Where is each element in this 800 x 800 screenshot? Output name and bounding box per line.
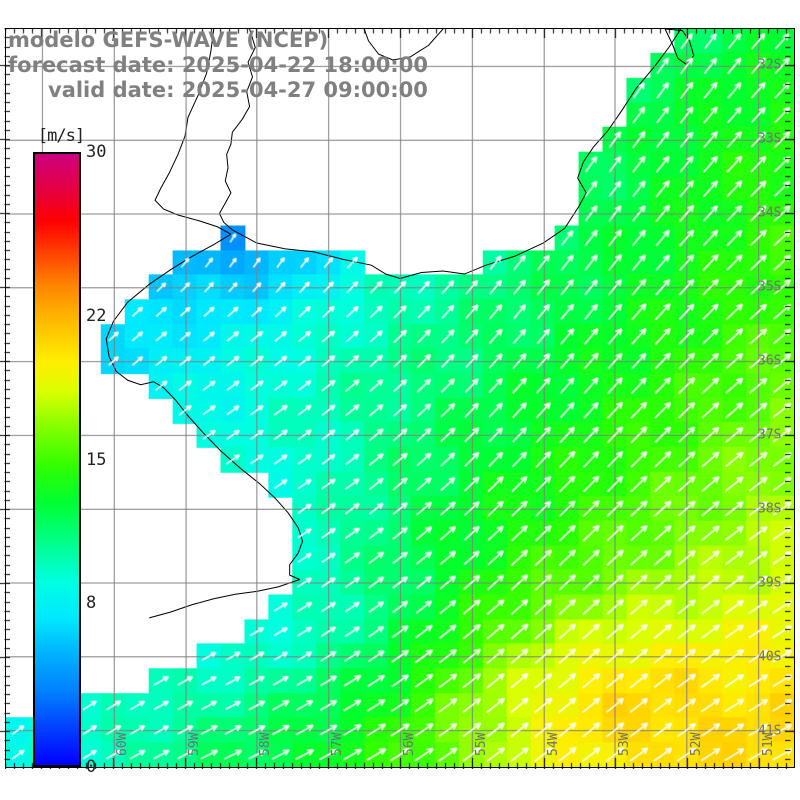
colorbar-tick-22: 22 (86, 306, 107, 326)
colorbar-unit-label: [m/s] (37, 126, 85, 146)
colorbar-tick-0: 0 (86, 757, 97, 777)
colorbar-tick-8: 8 (86, 593, 97, 613)
colorbar-tick-15: 15 (86, 449, 107, 470)
colorbar-tick-30: 30 (86, 142, 107, 162)
windspeed-heatmap-layer (6, 29, 794, 767)
map-plot-area (5, 28, 795, 768)
colorbar (33, 152, 81, 767)
colorbar-gradient (33, 152, 81, 767)
